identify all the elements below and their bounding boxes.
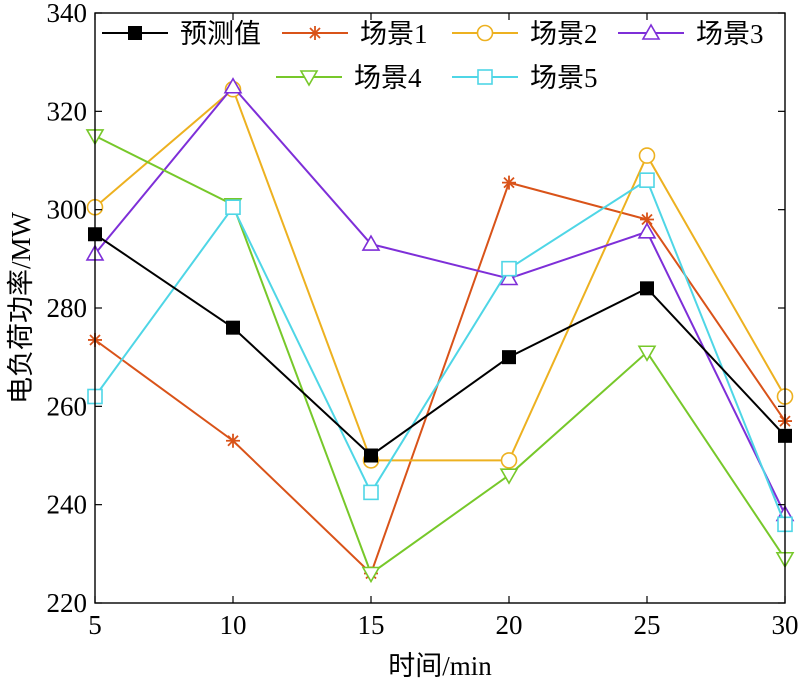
data-point <box>640 281 654 296</box>
data-point <box>225 199 241 216</box>
y-tick-label: 340 <box>47 0 88 28</box>
data-point <box>637 222 657 239</box>
y-tick-label: 300 <box>47 195 88 225</box>
x-tick-label: 25 <box>634 610 661 640</box>
plot-area-background <box>95 13 785 603</box>
legend-item-2: 场景1 <box>282 19 428 49</box>
data-point <box>502 350 516 365</box>
data-point <box>501 260 517 277</box>
legend: 预测值 场景1 场景2 场景3 场景4 场景5 <box>102 19 764 93</box>
x-tick-label: 30 <box>772 610 799 640</box>
data-point <box>637 345 657 362</box>
data-point <box>364 448 378 463</box>
legend-item-5: 场景4 <box>276 63 422 93</box>
x-tick-label: 20 <box>496 610 523 640</box>
x-axis-title: 时间/min <box>388 651 492 681</box>
series-line <box>94 181 786 576</box>
data-point <box>226 320 240 335</box>
legend-label: 场景4 <box>354 63 422 93</box>
x-tick-label: 15 <box>358 610 385 640</box>
data-point <box>223 77 243 94</box>
series-line <box>94 178 786 525</box>
data-point <box>361 566 381 584</box>
series-line <box>94 87 786 462</box>
legend-label: 场景1 <box>360 19 428 49</box>
y-tick-label: 260 <box>47 391 88 421</box>
legend-marker <box>128 26 142 40</box>
y-axis-title: 电负荷功率/MW <box>6 211 36 404</box>
legend-marker <box>641 23 661 40</box>
legend-item-1: 预测值 <box>102 19 261 49</box>
y-tick-label: 220 <box>47 588 88 618</box>
legend-label: 预测值 <box>180 19 261 49</box>
legend-label: 场景5 <box>530 63 598 93</box>
legend-marker <box>299 70 319 87</box>
series-line <box>94 135 786 576</box>
y-tick-label: 280 <box>47 293 88 323</box>
y-tick-label: 240 <box>47 490 88 520</box>
legend-marker <box>477 69 493 85</box>
data-point <box>500 452 518 469</box>
series-line <box>94 85 786 515</box>
data-point <box>639 172 655 188</box>
legend-label: 场景3 <box>696 19 764 49</box>
data-point <box>640 212 654 227</box>
data-point <box>363 484 379 501</box>
series-1 <box>88 227 792 463</box>
data-point <box>361 234 381 251</box>
legend-marker <box>476 24 494 42</box>
series-line <box>94 233 786 457</box>
axes-layer: 5 10 15 20 25 30 220 240 260 280 300 320 340 <box>47 0 799 640</box>
x-tick-label: 10 <box>220 610 247 640</box>
data-point <box>499 268 519 286</box>
legend-item-4: 场景3 <box>618 19 764 49</box>
data-point <box>502 175 516 190</box>
data-point <box>499 468 519 485</box>
legend-marker <box>308 26 322 40</box>
y-tick-label: 320 <box>47 96 88 126</box>
data-point <box>226 433 240 448</box>
legend-item-3: 场景2 <box>452 19 598 49</box>
x-tick-label: 5 <box>88 610 102 640</box>
legend-item-6: 场景5 <box>452 63 598 93</box>
data-point <box>638 147 656 164</box>
legend-label: 场景2 <box>530 19 598 49</box>
